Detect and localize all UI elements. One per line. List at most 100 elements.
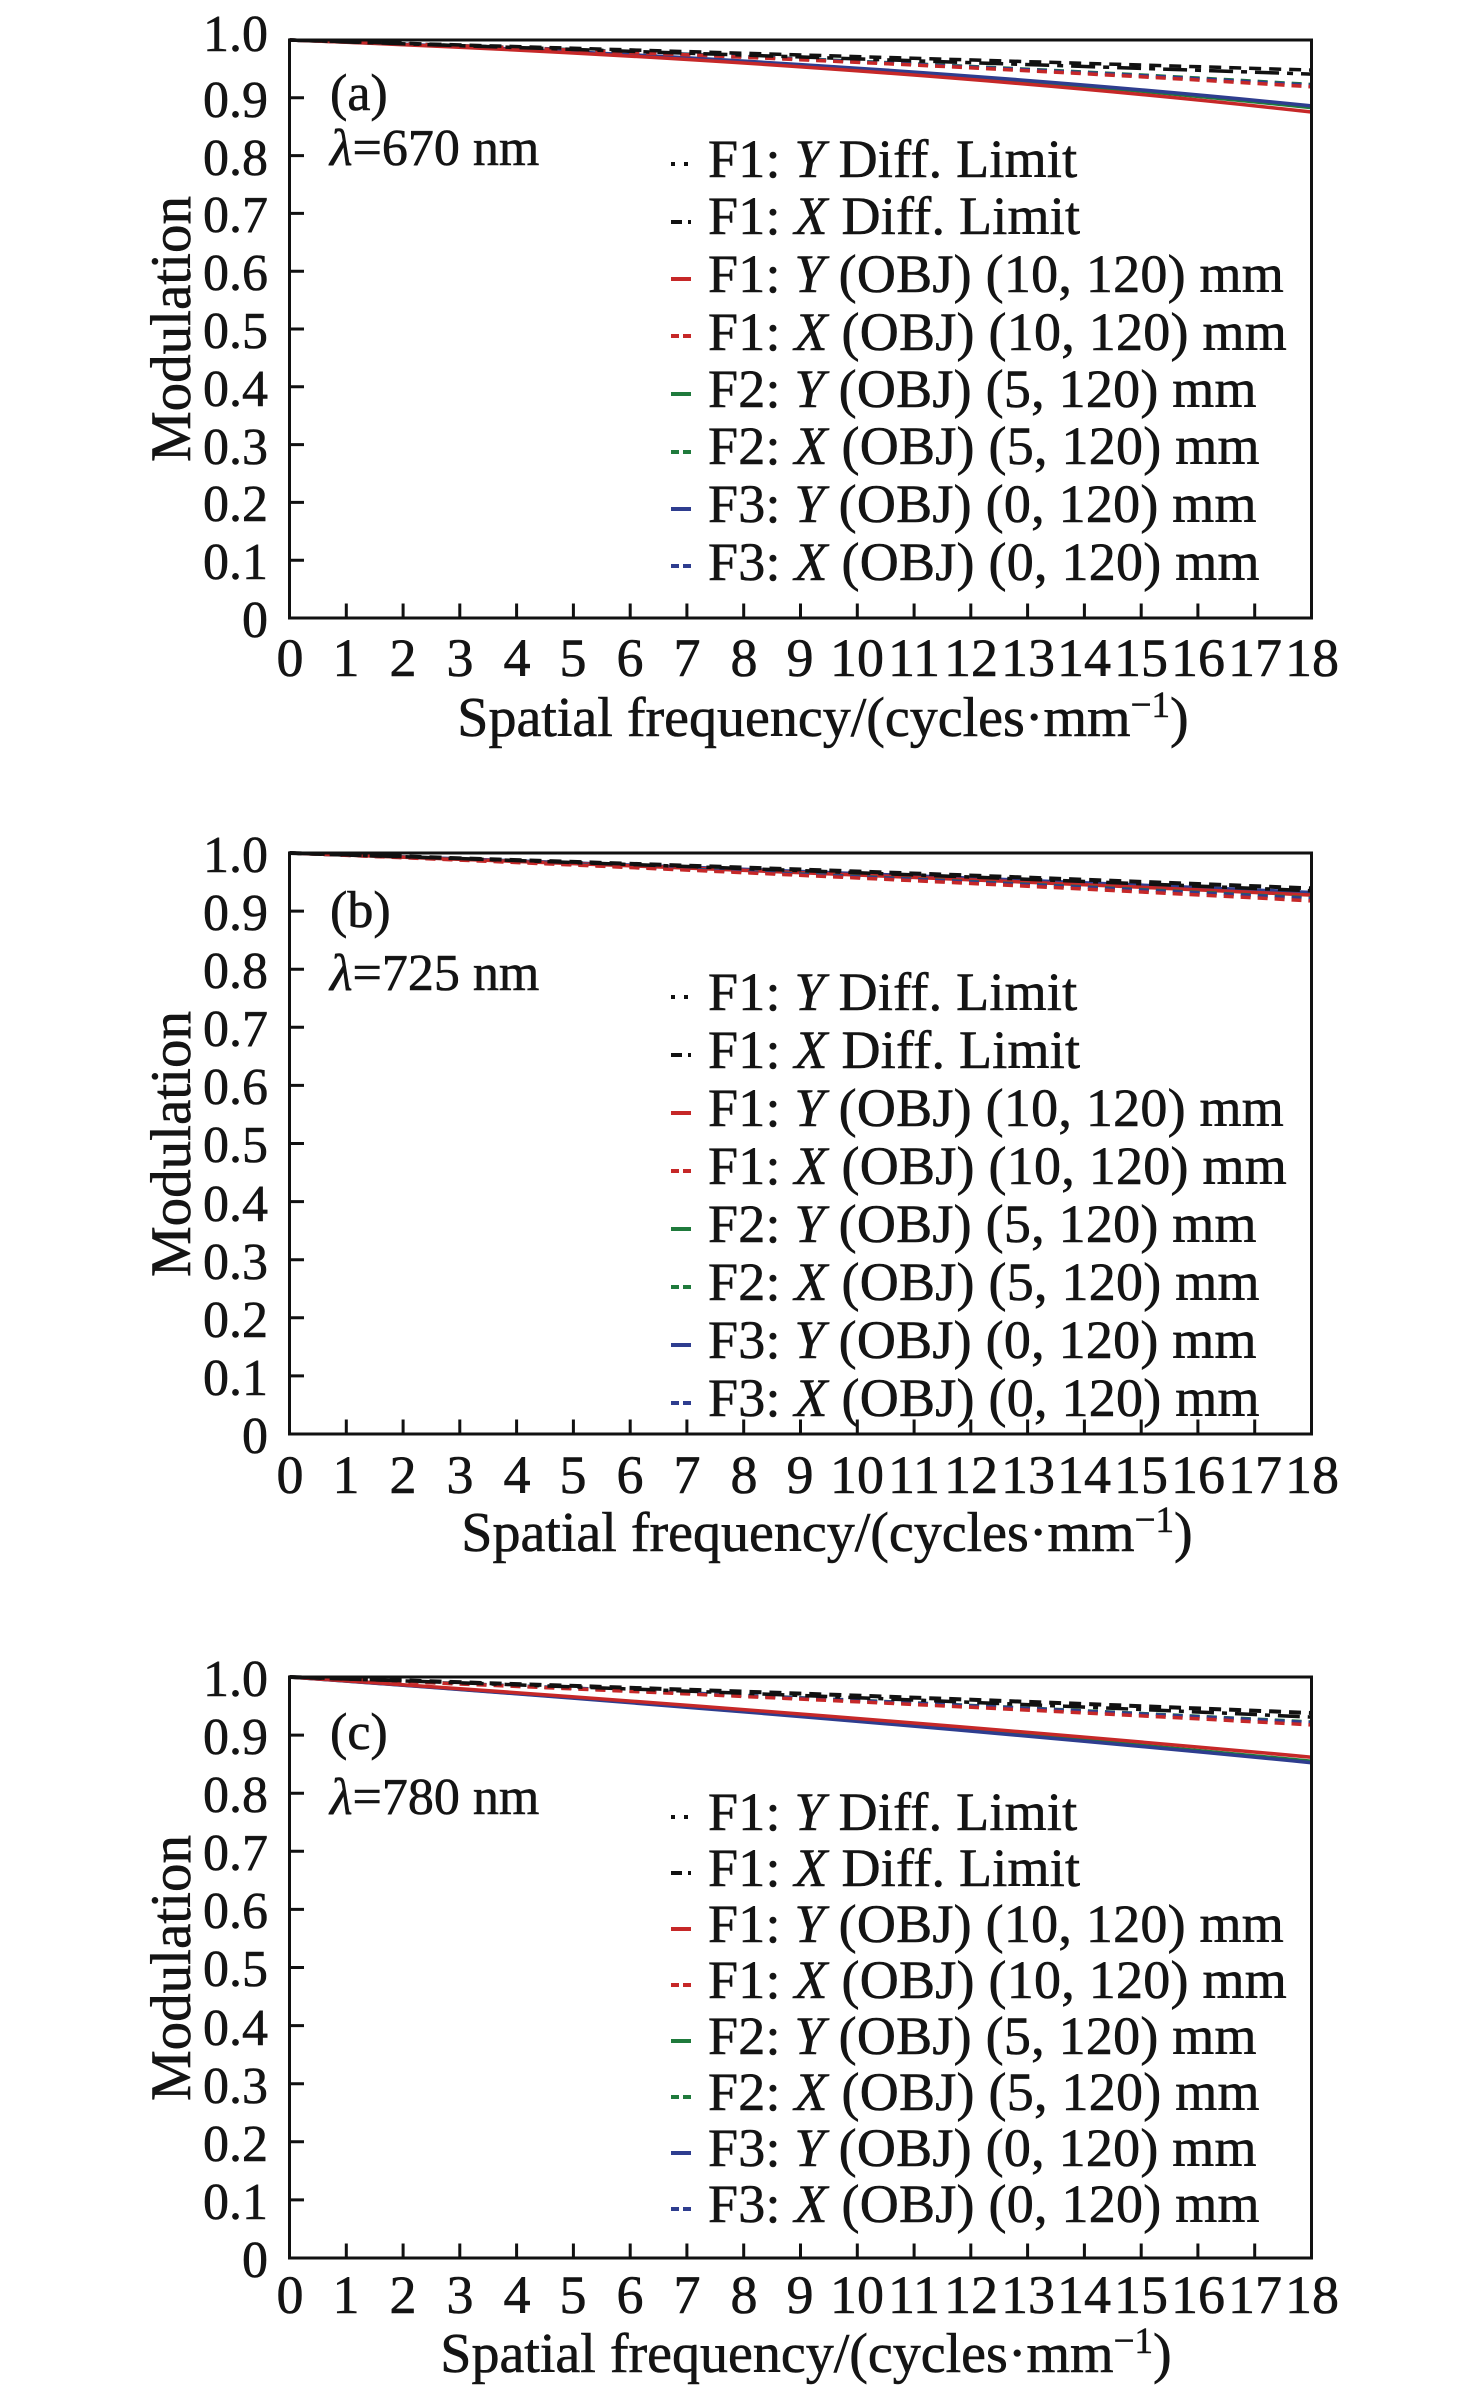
svg-text:0.5: 0.5: [203, 1941, 268, 1998]
svg-text:3: 3: [447, 1445, 474, 1505]
svg-text:12: 12: [944, 1445, 998, 1505]
svg-text:F1: Y Diff. Limit: F1: Y Diff. Limit: [708, 129, 1077, 189]
svg-text:12: 12: [944, 2265, 998, 2325]
svg-text:F1: Y (OBJ) (10, 120) mm: F1: Y (OBJ) (10, 120) mm: [708, 244, 1284, 304]
svg-text:): ): [1170, 687, 1189, 749]
svg-text:0: 0: [277, 628, 304, 688]
svg-text:F3: Y (OBJ) (0, 120) mm: F3: Y (OBJ) (0, 120) mm: [708, 2118, 1257, 2178]
svg-text:F3: X (OBJ) (0, 120) mm: F3: X (OBJ) (0, 120) mm: [708, 532, 1260, 592]
svg-text:F1: Y Diff. Limit: F1: Y Diff. Limit: [708, 962, 1077, 1022]
svg-text:0: 0: [242, 592, 268, 649]
svg-text:F2: X (OBJ) (5, 120) mm: F2: X (OBJ) (5, 120) mm: [708, 1252, 1260, 1312]
svg-text:1: 1: [333, 2265, 360, 2325]
svg-text:5: 5: [560, 1445, 587, 1505]
svg-text:9: 9: [787, 2265, 814, 2325]
svg-text:0.7: 0.7: [203, 1001, 268, 1058]
svg-text:): ): [1174, 1502, 1193, 1564]
svg-text:F2: Y (OBJ) (5, 120) mm: F2: Y (OBJ) (5, 120) mm: [708, 1194, 1257, 1254]
svg-text:F1: X (OBJ) (10, 120) mm: F1: X (OBJ) (10, 120) mm: [708, 1950, 1287, 2010]
svg-text:4: 4: [504, 1445, 531, 1505]
svg-text:−1: −1: [1135, 1500, 1174, 1541]
svg-text:Spatial frequency/(cycles·mm: Spatial frequency/(cycles·mm: [461, 1502, 1134, 1564]
svg-text:(b): (b): [330, 882, 391, 939]
svg-text:F1: X Diff. Limit: F1: X Diff. Limit: [708, 1838, 1080, 1898]
svg-text:λ=780 nm: λ=780 nm: [328, 1769, 539, 1826]
svg-text:13: 13: [1001, 1445, 1055, 1505]
svg-text:18: 18: [1285, 2265, 1339, 2325]
svg-text:0.5: 0.5: [203, 1117, 268, 1174]
svg-text:0.7: 0.7: [203, 187, 268, 244]
svg-text:Modulation: Modulation: [140, 1011, 203, 1277]
svg-text:0: 0: [277, 2265, 304, 2325]
svg-text:−1: −1: [1114, 2321, 1153, 2362]
svg-text:F1: Y Diff. Limit: F1: Y Diff. Limit: [708, 1782, 1077, 1842]
svg-text:0: 0: [242, 1408, 268, 1465]
svg-text:0.5: 0.5: [203, 303, 268, 360]
svg-text:0: 0: [242, 2232, 268, 2289]
svg-text:2: 2: [390, 628, 417, 688]
svg-text:0.3: 0.3: [203, 2058, 268, 2115]
svg-text:15: 15: [1114, 628, 1168, 688]
svg-text:2: 2: [390, 1445, 417, 1505]
svg-text:λ=725 nm: λ=725 nm: [328, 945, 539, 1002]
svg-text:0.4: 0.4: [203, 2000, 268, 2057]
svg-text:4: 4: [504, 628, 531, 688]
svg-text:3: 3: [447, 628, 474, 688]
svg-text:10: 10: [830, 628, 884, 688]
svg-text:F3: Y (OBJ) (0, 120) mm: F3: Y (OBJ) (0, 120) mm: [708, 1310, 1257, 1370]
svg-text:9: 9: [787, 1445, 814, 1505]
svg-text:17: 17: [1228, 2265, 1282, 2325]
svg-text:0.4: 0.4: [203, 361, 268, 418]
svg-text:12: 12: [944, 628, 998, 688]
svg-text:0.2: 0.2: [203, 2116, 268, 2173]
svg-text:0.7: 0.7: [203, 1825, 268, 1882]
svg-text:11: 11: [888, 1445, 940, 1505]
svg-text:7: 7: [674, 2265, 701, 2325]
svg-text:8: 8: [731, 2265, 758, 2325]
svg-text:10: 10: [830, 1445, 884, 1505]
svg-text:0.1: 0.1: [203, 2174, 268, 2231]
svg-text:17: 17: [1228, 1445, 1282, 1505]
svg-text:Spatial frequency/(cycles·mm: Spatial frequency/(cycles·mm: [457, 687, 1130, 749]
svg-text:16: 16: [1171, 2265, 1225, 2325]
svg-text:14: 14: [1057, 2265, 1111, 2325]
svg-text:F3: X (OBJ) (0, 120) mm: F3: X (OBJ) (0, 120) mm: [708, 1368, 1260, 1428]
svg-text:10: 10: [830, 2265, 884, 2325]
svg-text:F1: X (OBJ) (10, 120) mm: F1: X (OBJ) (10, 120) mm: [708, 302, 1287, 362]
svg-text:1: 1: [333, 628, 360, 688]
svg-text:0.6: 0.6: [203, 245, 268, 302]
svg-text:0.8: 0.8: [203, 943, 268, 1000]
svg-text:0.1: 0.1: [203, 534, 268, 591]
svg-text:0.8: 0.8: [203, 130, 268, 187]
svg-text:7: 7: [674, 628, 701, 688]
svg-text:0.4: 0.4: [203, 1176, 268, 1233]
svg-text:1: 1: [333, 1445, 360, 1505]
svg-text:6: 6: [617, 1445, 644, 1505]
svg-text:16: 16: [1171, 1445, 1225, 1505]
svg-text:13: 13: [1001, 628, 1055, 688]
svg-text:17: 17: [1228, 628, 1282, 688]
svg-text:0.9: 0.9: [203, 1709, 268, 1766]
svg-text:F2: X (OBJ) (5, 120) mm: F2: X (OBJ) (5, 120) mm: [708, 416, 1260, 476]
svg-text:(c): (c): [330, 1704, 388, 1761]
svg-text:1.0: 1.0: [203, 1651, 268, 1708]
svg-text:F3: X (OBJ) (0, 120) mm: F3: X (OBJ) (0, 120) mm: [708, 2174, 1260, 2234]
svg-text:Modulation: Modulation: [140, 1835, 203, 2101]
svg-text:3: 3: [447, 2265, 474, 2325]
svg-text:1.0: 1.0: [203, 827, 268, 884]
svg-text:11: 11: [888, 628, 940, 688]
svg-text:0.2: 0.2: [203, 476, 268, 533]
svg-text:8: 8: [731, 1445, 758, 1505]
svg-text:5: 5: [560, 628, 587, 688]
svg-text:15: 15: [1114, 2265, 1168, 2325]
svg-text:2: 2: [390, 2265, 417, 2325]
svg-text:(a): (a): [330, 65, 388, 122]
svg-text:14: 14: [1057, 628, 1111, 688]
svg-text:0.2: 0.2: [203, 1292, 268, 1349]
svg-text:1.0: 1.0: [203, 6, 268, 63]
svg-text:6: 6: [617, 2265, 644, 2325]
svg-text:F1: X (OBJ) (10, 120) mm: F1: X (OBJ) (10, 120) mm: [708, 1136, 1287, 1196]
svg-text:5: 5: [560, 2265, 587, 2325]
svg-text:0.6: 0.6: [203, 1059, 268, 1116]
svg-text:0.3: 0.3: [203, 1234, 268, 1291]
